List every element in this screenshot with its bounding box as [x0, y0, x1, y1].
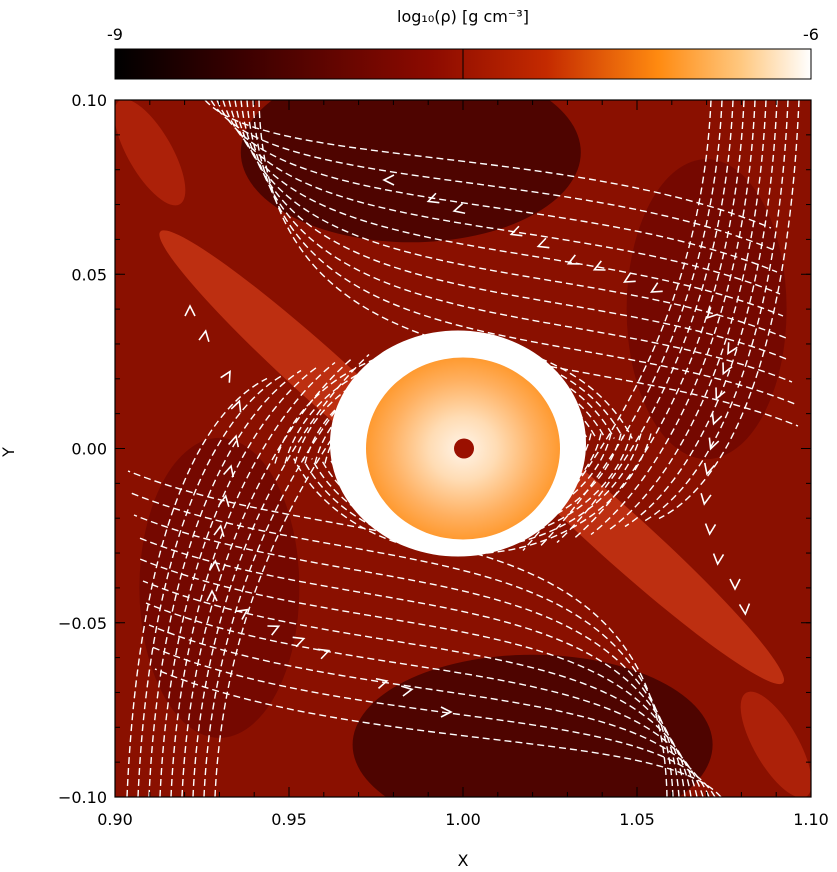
streamline — [136, 536, 686, 797]
flow-arrow — [708, 437, 720, 451]
streamline — [192, 353, 370, 797]
flow-arrow — [400, 685, 414, 697]
planet-core — [454, 438, 474, 459]
dark-lobe-bottom — [352, 654, 713, 797]
streamline — [148, 624, 710, 797]
streamline — [284, 347, 624, 464]
streamline — [210, 100, 775, 251]
streamline — [204, 100, 772, 229]
flow-arrow — [184, 304, 196, 317]
streamline — [181, 357, 353, 797]
flow-arrow — [738, 603, 751, 616]
flow-arrow — [213, 524, 225, 538]
streamline — [145, 602, 704, 797]
flow-arrow — [267, 625, 281, 636]
wake-tail-upper — [115, 100, 186, 206]
flow-arrow — [452, 203, 466, 215]
streamline — [126, 377, 268, 797]
flow-arrow — [703, 462, 715, 476]
streamline — [556, 100, 734, 544]
flow-arrow — [622, 272, 636, 283]
colorbar-label: log₁₀(ρ) [g cm⁻³] — [397, 7, 529, 26]
flow-arrow — [704, 523, 717, 536]
y-tick-label: 0.10 — [71, 91, 107, 110]
flow-arrow — [292, 636, 306, 648]
streamline — [539, 100, 723, 547]
streamline — [641, 100, 789, 524]
x-axis: 0.90 0.95 1.00 1.05 1.10 — [97, 100, 829, 829]
y-tick-label: 0.00 — [71, 440, 107, 459]
y-axis: −0.10 −0.05 0.00 0.05 0.10 — [58, 91, 811, 807]
flow-arrow — [375, 677, 389, 689]
flow-arrow — [317, 648, 331, 660]
plot-area — [115, 100, 811, 797]
flow-arrow — [198, 329, 210, 343]
flow-arrow — [715, 387, 726, 401]
streamline — [159, 365, 319, 797]
y-tick-label: 0.05 — [71, 265, 107, 284]
x-tick-label: 1.10 — [793, 810, 829, 829]
y-axis-label: Y — [0, 447, 18, 458]
flow-arrow — [592, 260, 606, 271]
flow-arrow — [208, 559, 221, 572]
streamline — [222, 100, 781, 295]
wake-tail-lower — [740, 691, 811, 797]
colorbar: log₁₀(ρ) [g cm⁻³] -9 -6 — [107, 7, 819, 80]
flow-arrow — [206, 589, 218, 602]
flow-arrow — [566, 254, 580, 265]
streamline — [154, 668, 722, 797]
circumplanetary-disk — [330, 330, 586, 557]
y-tick-label: −0.10 — [58, 788, 107, 807]
dark-region-left — [139, 437, 300, 738]
flow-arrow — [426, 192, 440, 204]
flow-arrow — [700, 492, 712, 506]
flow-arrow — [236, 608, 249, 620]
streamline — [302, 433, 642, 550]
streamline — [590, 100, 756, 536]
flow-arrow — [218, 494, 230, 508]
streamline — [240, 100, 790, 361]
dark-lobe-top — [240, 100, 581, 243]
flow-arrow — [711, 412, 723, 426]
streamline — [573, 100, 745, 540]
flow-arrows — [184, 174, 751, 718]
streamline — [203, 350, 387, 797]
streamline — [228, 100, 784, 317]
flow-arrow — [230, 399, 242, 413]
streamline — [137, 373, 285, 797]
streamline — [658, 100, 800, 520]
flow-arrow — [649, 282, 663, 293]
streamline — [274, 342, 633, 464]
streamline — [170, 361, 336, 797]
streamline — [148, 369, 302, 797]
colorbar-tick-min: -9 — [107, 25, 123, 44]
x-axis-label: X — [458, 851, 469, 870]
flow-arrow — [712, 553, 725, 566]
x-tick-label: 0.95 — [271, 810, 307, 829]
y-tick-label: −0.05 — [58, 614, 107, 633]
flow-arrow — [729, 578, 741, 591]
flow-arrow — [220, 369, 231, 383]
flow-arrow — [536, 237, 550, 249]
flow-arrow — [509, 225, 523, 237]
streamline — [607, 100, 767, 532]
x-tick-label: 1.00 — [445, 810, 481, 829]
flow-arrow — [223, 464, 235, 478]
streamline — [216, 100, 778, 273]
x-tick-label: 0.90 — [97, 810, 133, 829]
colorbar-tick-max: -6 — [803, 25, 819, 44]
flow-arrow — [228, 434, 240, 448]
flow-arrow — [382, 174, 395, 186]
flow-arrow — [440, 706, 453, 718]
flow-arrow — [722, 362, 733, 376]
dark-region-right — [626, 159, 787, 460]
x-tick-label: 1.05 — [619, 810, 655, 829]
streamline — [293, 433, 652, 555]
streamline — [624, 100, 778, 528]
flow-arrow — [727, 342, 738, 356]
streamline — [127, 470, 668, 797]
streamline — [151, 646, 716, 797]
flow-arrow — [705, 306, 719, 320]
